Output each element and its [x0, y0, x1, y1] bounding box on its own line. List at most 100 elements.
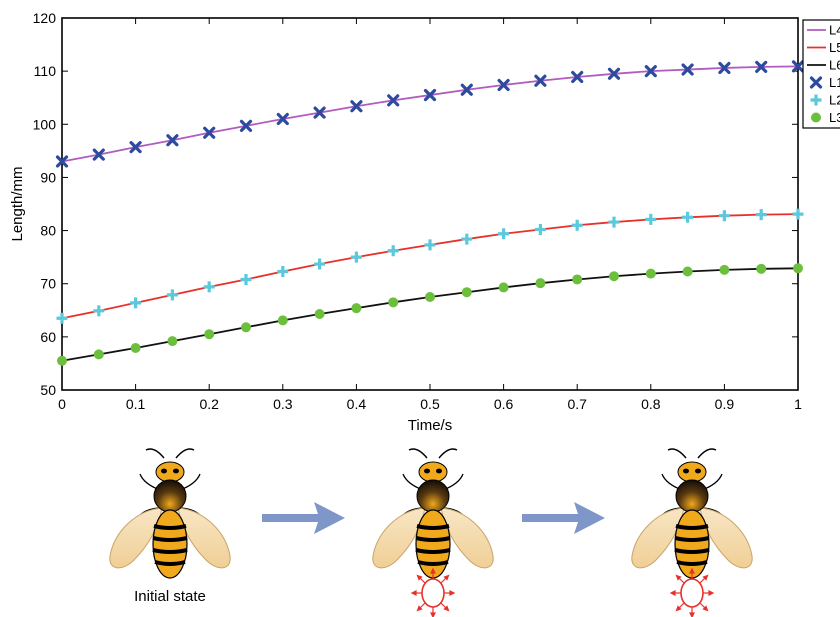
y-tick-label: 120	[33, 10, 57, 26]
x-tick-label: 0	[58, 396, 66, 412]
x-tick-label: 0.1	[126, 396, 146, 412]
x-axis-title: Time/s	[408, 417, 452, 434]
point-l1	[276, 112, 289, 126]
point-l3	[609, 271, 619, 282]
point-l3	[167, 336, 178, 347]
bee-illustration: Initial state	[107, 447, 755, 617]
point-l2	[755, 209, 767, 221]
point-l3	[314, 309, 325, 320]
point-l2	[314, 258, 326, 270]
legend-label-l2: L2	[829, 93, 840, 108]
point-l1	[460, 83, 473, 96]
point-l3	[793, 263, 803, 274]
point-l1	[313, 106, 326, 119]
point-l2	[608, 216, 620, 228]
x-tick-label: 0.3	[273, 396, 293, 412]
point-l1	[203, 126, 216, 139]
point-l3	[277, 315, 288, 326]
point-l2	[534, 224, 546, 236]
point-l3	[535, 278, 546, 289]
point-l2	[498, 228, 510, 240]
legend-label-l6: L6	[829, 58, 840, 73]
point-l3	[204, 329, 215, 340]
point-l3	[461, 287, 472, 298]
point-l2	[792, 208, 804, 220]
point-l3	[682, 266, 693, 277]
point-l2	[203, 281, 215, 293]
x-axis: 0 0.1 0.2 0.3 0.4 0.5 0.6 0.7 0.8 0.9 1	[58, 18, 802, 412]
point-l1	[423, 88, 437, 102]
y-tick-label: 90	[40, 169, 56, 185]
point-l2	[350, 251, 362, 263]
point-l2	[461, 233, 473, 245]
y-tick-label: 50	[40, 382, 56, 398]
x-tick-label: 1	[794, 396, 802, 412]
point-l1	[571, 70, 584, 84]
point-l2	[130, 297, 142, 309]
y-tick-label: 100	[33, 116, 57, 132]
transition-arrow-1	[262, 502, 345, 534]
heat-icon-2	[670, 568, 714, 617]
y-axis-title: Length/mm	[9, 166, 26, 241]
point-l3	[572, 274, 583, 285]
transition-arrow-2	[522, 502, 605, 534]
point-l3	[756, 263, 767, 274]
point-l3	[241, 322, 251, 333]
series-markers-l1	[55, 60, 805, 168]
series-markers-l2	[56, 208, 804, 324]
x-tick-label: 0.7	[567, 396, 587, 412]
point-l3	[130, 343, 141, 354]
point-l3	[719, 264, 730, 275]
point-l1	[129, 141, 142, 154]
x-tick-label: 0.6	[494, 396, 514, 412]
bee-heated-state-1	[370, 447, 496, 580]
point-l2	[682, 211, 694, 223]
point-l2	[424, 239, 436, 251]
series-layer	[55, 60, 805, 366]
point-l3	[498, 282, 509, 293]
y-tick-label: 110	[34, 63, 57, 79]
legend-swatch-l2	[810, 94, 822, 106]
caption-initial-state: Initial state	[134, 588, 206, 605]
point-l1	[166, 134, 179, 147]
y-axis: 50 60 70 80 90 100 110 120	[33, 10, 798, 398]
legend-swatch-l3	[811, 112, 821, 123]
point-l1	[55, 155, 69, 168]
line-chart: 0 0.1 0.2 0.3 0.4 0.5 0.6 0.7 0.8 0.9 1 50 60 70 80 90…	[9, 10, 840, 434]
point-l2	[166, 289, 178, 301]
bee-initial-state	[107, 447, 233, 580]
x-tick-label: 0.2	[199, 396, 219, 412]
point-l1	[350, 100, 363, 113]
legend-label-l5: L5	[829, 40, 840, 55]
point-l2	[56, 312, 68, 324]
x-tick-label: 0.9	[715, 396, 735, 412]
heat-icon-1	[411, 568, 455, 617]
plot-frame	[61, 17, 799, 391]
x-tick-label: 0.4	[347, 396, 367, 412]
point-l3	[645, 268, 656, 279]
point-l1	[239, 119, 253, 132]
legend-box	[802, 19, 840, 129]
point-l1	[387, 94, 400, 107]
y-tick-label: 70	[40, 276, 56, 292]
point-l2	[277, 265, 289, 277]
y-tick-label: 80	[40, 223, 56, 239]
legend-swatch-l1	[809, 76, 823, 89]
point-l1	[92, 148, 105, 161]
point-l1	[718, 61, 731, 75]
y-tick-label: 60	[40, 329, 56, 345]
point-l2	[645, 213, 657, 225]
point-l1	[607, 67, 621, 80]
point-l1	[644, 65, 657, 78]
point-l1	[681, 63, 694, 76]
point-l1	[497, 78, 510, 92]
x-tick-label: 0.5	[420, 396, 440, 412]
point-l2	[718, 210, 730, 222]
point-l3	[425, 292, 435, 302]
point-l1	[791, 60, 805, 73]
x-tick-label: 0.8	[641, 396, 661, 412]
point-l2	[571, 219, 583, 231]
legend-label-l1: L1	[829, 75, 840, 90]
point-l3	[351, 303, 362, 314]
